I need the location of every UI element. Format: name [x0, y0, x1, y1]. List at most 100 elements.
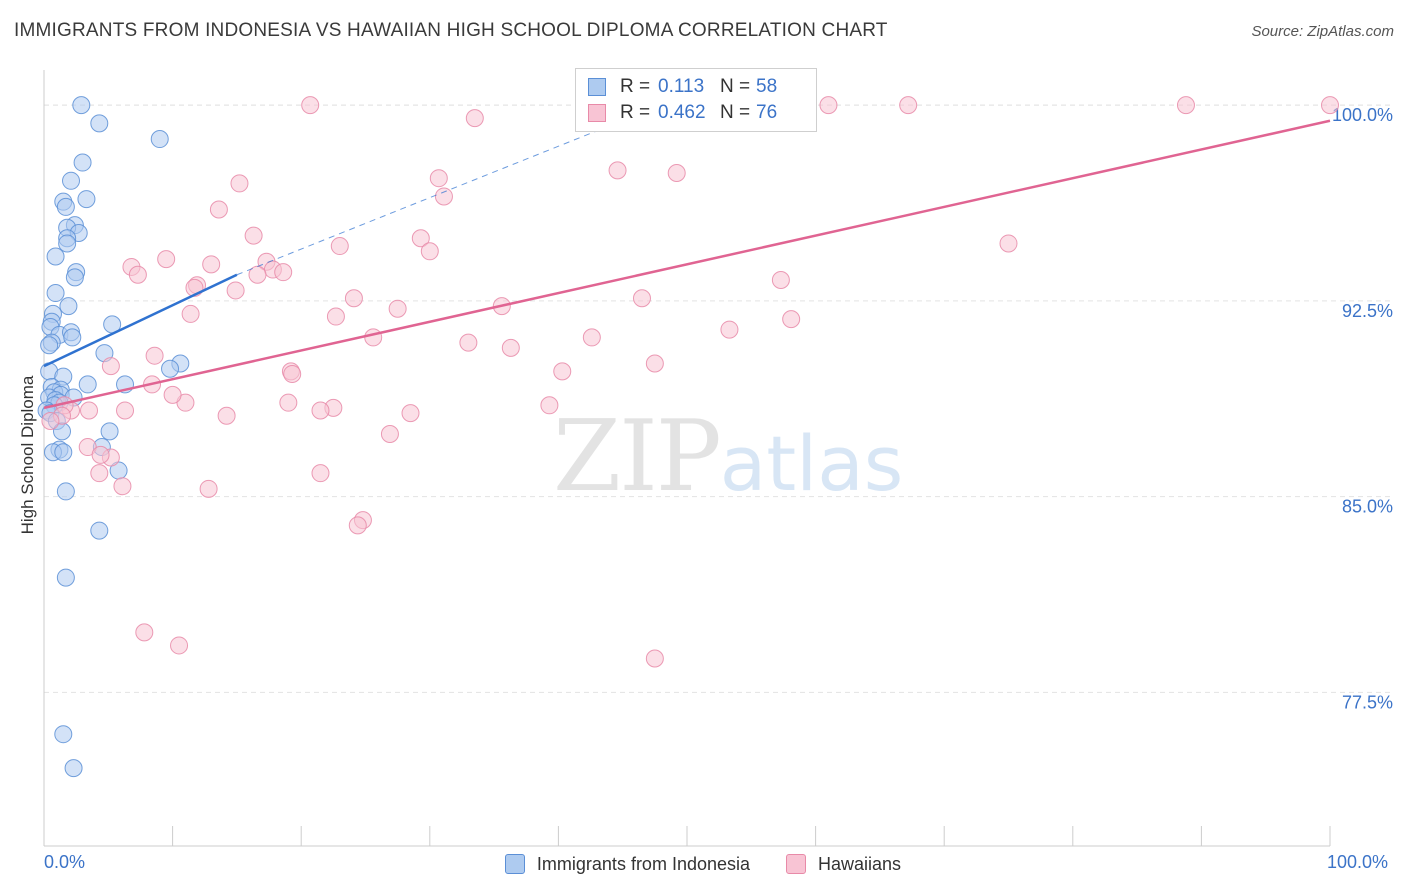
hawaiians-point: [429, 169, 448, 188]
hawaiians-point: [274, 263, 293, 282]
r-label: R =: [620, 102, 651, 123]
chart-title: IMMIGRANTS FROM INDONESIA VS HAWAIIAN HI…: [14, 20, 888, 41]
hawaiians-point: [364, 328, 383, 347]
hawaiians-point: [582, 328, 601, 347]
hawaiians-point: [459, 333, 478, 352]
hawaiians-point: [380, 425, 399, 444]
legend-label-hawaiians: Hawaiians: [818, 853, 902, 874]
hawaiians-point: [326, 307, 345, 326]
hawaiians-point: [157, 250, 176, 269]
x-tick-label-min: 0.0%: [44, 852, 86, 872]
hawaiians-point: [209, 200, 228, 219]
watermark-zip: ZIP: [553, 400, 722, 514]
n-label: N =: [720, 76, 751, 97]
hawaiians-point: [181, 304, 200, 323]
hawaiians-point: [553, 362, 572, 381]
legend-item-indonesia[interactable]: Immigrants from Indonesia: [504, 854, 750, 875]
y-tick-label: 85.0%: [1342, 497, 1393, 517]
series-legend: Immigrants from Indonesia Hawaiians: [0, 852, 1406, 876]
indonesia-point: [59, 297, 78, 316]
hawaiians-point: [782, 310, 801, 329]
hawaiians-point: [217, 406, 236, 425]
indonesia-point: [65, 268, 84, 287]
y-tick-label: 92.5%: [1342, 301, 1393, 321]
r-value: 0.113: [658, 76, 705, 97]
indonesia-point: [56, 482, 75, 501]
indonesia-point: [56, 197, 75, 216]
r-value: 0.462: [658, 102, 706, 123]
hawaiians-point: [230, 174, 249, 193]
x-tick-label-max: 100.0%: [1327, 852, 1389, 872]
n-label: N =: [720, 102, 751, 123]
indonesia-trend-line: [43, 273, 238, 368]
indonesia-point: [58, 234, 77, 253]
legend-item-hawaiians[interactable]: Hawaiians: [786, 854, 901, 875]
hawaiians-point: [1176, 96, 1195, 115]
hawaiians-point: [645, 354, 664, 373]
indonesia-swatch: [588, 78, 606, 96]
stats-legend-row-hawaiians: R = 0.462 N = 76: [588, 102, 777, 124]
hawaiians-point: [91, 445, 110, 464]
hawaiians-point: [41, 411, 60, 430]
indonesia-point: [56, 568, 75, 587]
stats-legend-row-indonesia: R = 0.113 N = 58: [588, 76, 777, 98]
hawaiians-point: [899, 96, 918, 115]
hawaiians-swatch: [588, 104, 606, 122]
indonesia-point: [161, 359, 180, 378]
indonesia-point: [46, 284, 65, 303]
hawaiians-point: [128, 265, 147, 284]
hawaiians-point: [632, 289, 651, 308]
hawaiians-point: [279, 393, 298, 412]
hawaiians-point: [199, 479, 218, 498]
hawaiians-point: [401, 404, 420, 423]
n-value: 58: [756, 76, 778, 97]
hawaiians-point: [170, 636, 189, 655]
indonesia-point: [90, 521, 109, 540]
hawaiians-point: [135, 623, 154, 642]
hawaiians-point: [101, 357, 120, 376]
hawaiians-point: [311, 401, 330, 420]
hawaiians-point: [311, 464, 330, 483]
hawaiians-point: [244, 226, 263, 245]
indonesia-point: [54, 443, 73, 462]
indonesia-point: [78, 375, 97, 394]
hawaiians-point: [163, 385, 182, 404]
legend-swatch-indonesia: [504, 854, 525, 874]
hawaiians-point: [90, 464, 109, 483]
hawaiians-point: [819, 96, 838, 115]
indonesia-point: [73, 153, 92, 172]
hawaiians-point: [434, 187, 453, 206]
hawaiians-point: [608, 161, 627, 180]
indonesia-point: [63, 328, 82, 347]
indonesia-point: [62, 171, 81, 190]
hawaiians-point: [330, 237, 349, 256]
hawaiians-point: [999, 234, 1018, 253]
hawaiians-point: [226, 281, 245, 300]
hawaiians-point: [1321, 96, 1339, 115]
hawaiians-point: [420, 242, 439, 261]
hawaiians-point: [645, 649, 664, 668]
indonesia-point: [64, 759, 83, 778]
hawaiians-point: [113, 477, 132, 496]
hawaiians-point: [202, 255, 221, 274]
indonesia-point: [40, 336, 59, 355]
y-tick-label: 100.0%: [1332, 105, 1393, 125]
chart-source: Source: ZipAtlas.com: [1251, 23, 1394, 40]
hawaiians-point: [720, 320, 739, 339]
watermark: ZIPatlas: [553, 400, 903, 514]
r-label: R =: [620, 76, 651, 97]
hawaiians-point: [80, 401, 99, 420]
hawaiians-point: [301, 96, 320, 115]
indonesia-point: [100, 422, 119, 441]
indonesia-point: [72, 96, 91, 115]
hawaiians-point: [465, 109, 484, 128]
indonesia-point: [77, 190, 96, 209]
indonesia-point: [54, 725, 73, 744]
hawaiians-trend-line: [43, 119, 1331, 410]
hawaiians-point: [667, 163, 686, 182]
hawaiians-point: [501, 338, 520, 357]
stats-legend: R = 0.113 N = 58 R = 0.462 N = 76: [575, 68, 817, 132]
y-tick-label: 77.5%: [1342, 692, 1393, 712]
hawaiians-point: [116, 401, 135, 420]
